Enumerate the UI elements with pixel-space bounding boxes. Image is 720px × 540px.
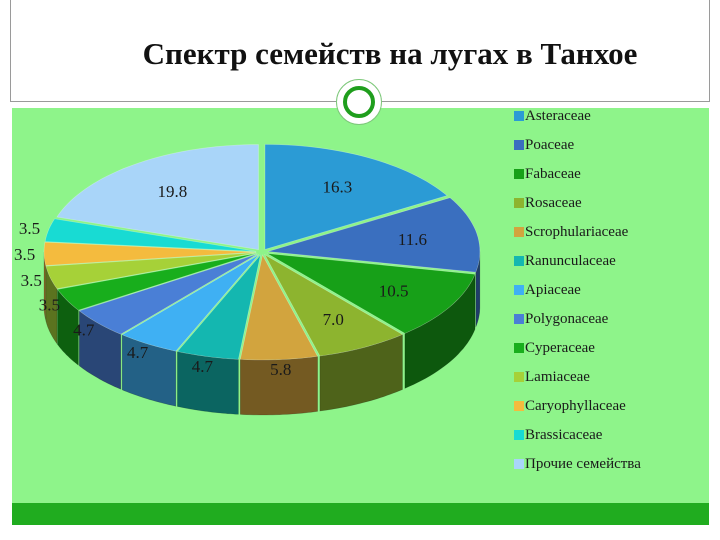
data-label-ranunculaceae: 4.7 [192, 357, 214, 376]
data-label-прочие-семейства: 19.8 [158, 182, 188, 201]
data-label-scrophulariaceae: 5.8 [270, 360, 291, 379]
pie-slice-side-polygonaceae [79, 310, 122, 390]
legend-label: Polygonaceae [525, 311, 609, 327]
pie-slice-brassicaceae [44, 218, 257, 252]
pie-slice-scrophulariaceae [239, 254, 319, 361]
pie-slice-caryophyllaceae [43, 241, 257, 266]
pie-slice-fabaceae [267, 253, 476, 334]
right-border-line [709, 0, 710, 102]
data-label-polygonaceae: 4.7 [73, 321, 95, 340]
bottom-bar [12, 503, 709, 525]
legend-label: Caryophyllaceae [525, 398, 626, 414]
legend-label: Fabaceae [525, 166, 581, 182]
legend-label: Apiaceae [525, 282, 581, 298]
data-label-lamiaceae: 3.5 [21, 271, 42, 290]
legend-swatch [514, 372, 524, 382]
legend-label: Asteraceae [525, 108, 591, 124]
data-label-caryophyllaceae: 3.5 [14, 245, 35, 264]
legend-swatch [514, 459, 524, 469]
legend-label: Poaceae [525, 137, 575, 153]
ring-ornament-inner [343, 86, 375, 118]
slide-title: Спектр семейств на лугах в Танхое [142, 36, 638, 71]
data-label-poaceae: 11.6 [398, 230, 427, 249]
pie-slice-polygonaceae [78, 253, 258, 335]
pie-slice-rosaceae [264, 253, 404, 357]
left-border-line [10, 0, 11, 102]
pie-slice-side-lamiaceae [45, 266, 58, 345]
data-label-apiaceae: 4.7 [127, 343, 149, 362]
ring-ornament-icon [336, 79, 382, 125]
data-label-rosaceae: 7.0 [323, 310, 344, 329]
pie-slice-side-apiaceae [121, 334, 177, 407]
data-label-brassicaceae: 3.5 [19, 219, 40, 238]
pie-data-labels: 16.3 11.6 10.5 7.0 5.8 4.7 4.7 4.7 3.5 3.5 3.5 3.5 1… [14, 177, 427, 379]
legend-swatch [514, 285, 524, 295]
legend-swatch [514, 169, 524, 179]
data-label-cyperaceae: 3.5 [39, 295, 60, 314]
legend-label: Cyperaceae [525, 340, 595, 356]
pie-slice-side-poaceae [475, 251, 481, 328]
legend-swatch [514, 401, 524, 411]
legend-label: Scrophulariaceae [525, 224, 629, 240]
pie-slice-прочие-семейства [56, 144, 259, 250]
pie-slice-cyperaceae [56, 253, 257, 311]
legend-swatch [514, 430, 524, 440]
legend-swatch [514, 111, 524, 121]
legend-label: Ranunculaceae [525, 253, 616, 269]
pie-slice-apiaceae [121, 254, 260, 352]
data-label-fabaceae: 10.5 [379, 281, 409, 300]
pie-slice-ranunculaceae [176, 254, 261, 360]
legend-label: Rosaceae [525, 195, 582, 211]
pie-slice-side-cyperaceae [57, 288, 79, 366]
legend-swatch [514, 140, 524, 150]
legend-swatch [514, 256, 524, 266]
legend-swatch [514, 343, 524, 353]
pie-slice-tops [43, 144, 481, 361]
legend-swatch [514, 198, 524, 208]
data-label-asteraceae: 16.3 [323, 177, 353, 196]
legend-label: Прочие семейства [525, 456, 641, 472]
legend-label: Lamiaceae [525, 369, 590, 385]
legend-swatch [514, 227, 524, 237]
pie-slice-sides [43, 251, 481, 416]
pie-slice-asteraceae [264, 144, 448, 250]
pie-slice-lamiaceae [45, 252, 257, 290]
pie-slice-poaceae [267, 197, 481, 273]
legend-label: Brassicaceae [525, 427, 603, 443]
pie-slice-side-rosaceae [319, 334, 403, 412]
pie-slice-side-scrophulariaceae [240, 356, 318, 416]
legend-swatch [514, 314, 524, 324]
pie-slice-side-ranunculaceae [177, 351, 239, 415]
